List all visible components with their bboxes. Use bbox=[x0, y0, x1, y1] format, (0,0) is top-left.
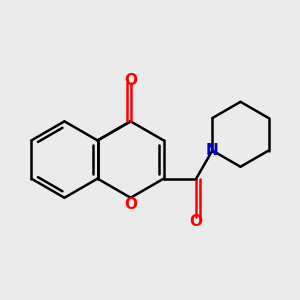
Text: N: N bbox=[206, 143, 219, 158]
Text: O: O bbox=[190, 214, 203, 229]
Text: O: O bbox=[124, 73, 137, 88]
Text: O: O bbox=[124, 197, 137, 212]
